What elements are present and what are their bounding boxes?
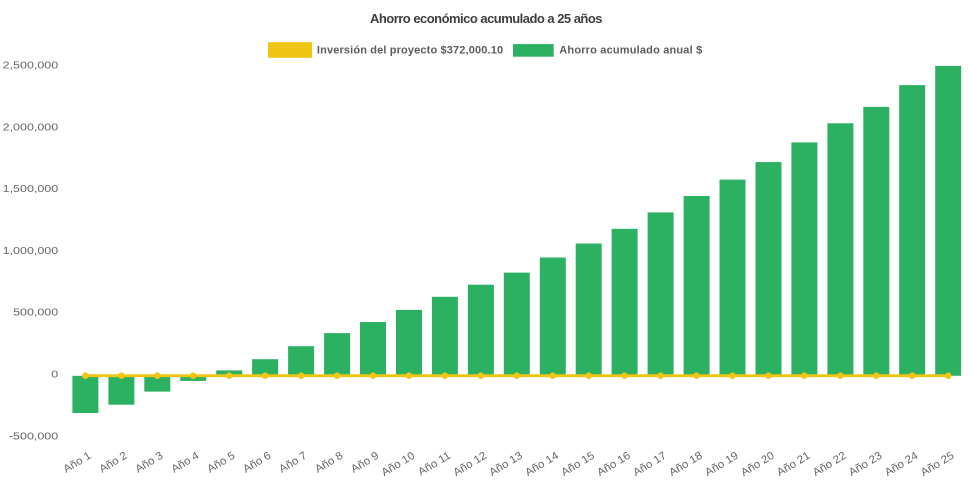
svg-text:1,500,000: 1,500,000 [3, 184, 59, 195]
svg-text:0: 0 [51, 369, 58, 380]
svg-text:500,000: 500,000 [13, 308, 58, 319]
svg-text:Ahorro acumulado anual $: Ahorro acumulado anual $ [559, 44, 702, 56]
svg-text:1,000,000: 1,000,000 [3, 246, 59, 257]
svg-text:Ahorro económico acumulado a 2: Ahorro económico acumulado a 25 años [370, 11, 602, 26]
svg-text:-500,000: -500,000 [9, 431, 58, 442]
svg-text:2,000,000: 2,000,000 [3, 122, 59, 133]
svg-text:Inversión del proyecto $372,00: Inversión del proyecto $372,000.10 [317, 44, 503, 56]
svg-text:2,500,000: 2,500,000 [3, 60, 59, 71]
